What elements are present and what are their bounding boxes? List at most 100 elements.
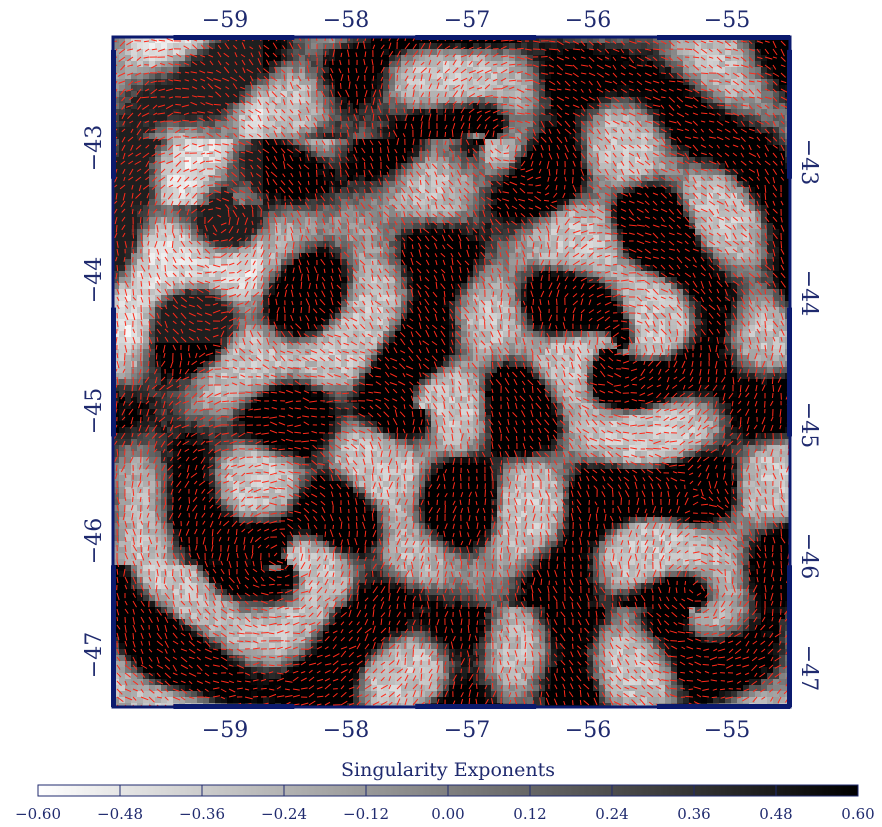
field-cell (335, 169, 342, 176)
field-cell (761, 61, 768, 68)
field-cell (275, 169, 282, 176)
field-cell (737, 253, 744, 260)
field-cell (263, 151, 270, 158)
field-cell (365, 163, 372, 170)
field-cell (413, 229, 420, 236)
field-cell (437, 205, 444, 212)
field-cell (599, 67, 606, 74)
field-cell (119, 73, 126, 80)
field-cell (455, 73, 462, 80)
field-cell (719, 181, 726, 188)
field-cell (203, 181, 210, 188)
field-cell (713, 37, 720, 44)
field-cell (731, 235, 738, 242)
field-cell (431, 169, 438, 176)
field-cell (293, 85, 300, 92)
field-cell (473, 187, 480, 194)
field-cell (179, 253, 186, 260)
field-cell (335, 229, 342, 236)
field-cell (461, 49, 468, 56)
field-cell (311, 151, 318, 158)
field-cell (209, 217, 216, 224)
field-cell (653, 259, 660, 266)
field-cell (239, 37, 246, 44)
field-cell (311, 265, 318, 272)
field-cell (443, 61, 450, 68)
field-cell (605, 289, 612, 296)
field-cell (149, 193, 156, 200)
field-cell (707, 91, 714, 98)
field-cell (551, 223, 558, 230)
field-cell (233, 163, 240, 170)
field-cell (245, 241, 252, 248)
field-cell (767, 37, 774, 44)
field-cell (641, 199, 648, 206)
field-cell (227, 151, 234, 158)
field-cell (203, 85, 210, 92)
field-cell (113, 139, 120, 146)
field-cell (197, 235, 204, 242)
field-cell (593, 181, 600, 188)
field-cell (587, 187, 594, 194)
field-cell (311, 115, 318, 122)
field-cell (245, 199, 252, 206)
field-cell (365, 223, 372, 230)
field-cell (401, 175, 408, 182)
field-cell (557, 67, 564, 74)
field-cell (203, 151, 210, 158)
field-cell (623, 259, 630, 266)
field-cell (155, 67, 162, 74)
field-cell (437, 193, 444, 200)
field-cell (743, 115, 750, 122)
field-cell (269, 229, 276, 236)
field-cell (539, 97, 546, 104)
field-cell (773, 205, 780, 212)
field-cell (593, 271, 600, 278)
field-cell (407, 205, 414, 212)
field-cell (299, 97, 306, 104)
field-cell (185, 139, 192, 146)
field-cell (545, 169, 552, 176)
field-cell (317, 139, 324, 146)
field-cell (551, 283, 558, 290)
field-cell (143, 271, 150, 278)
field-cell (179, 193, 186, 200)
field-cell (761, 55, 768, 62)
field-cell (257, 97, 264, 104)
field-cell (251, 127, 258, 134)
field-cell (125, 67, 132, 74)
field-cell (443, 115, 450, 122)
field-cell (563, 181, 570, 188)
field-cell (731, 169, 738, 176)
field-cell (725, 217, 732, 224)
field-cell (143, 145, 150, 152)
field-cell (491, 271, 498, 278)
field-cell (383, 55, 390, 62)
field-cell (575, 169, 582, 176)
field-cell (587, 61, 594, 68)
field-cell (293, 139, 300, 146)
field-cell (269, 181, 276, 188)
field-cell (161, 187, 168, 194)
field-cell (329, 67, 336, 74)
field-cell (707, 67, 714, 74)
field-cell (695, 73, 702, 80)
field-cell (671, 55, 678, 62)
field-cell (773, 211, 780, 218)
field-cell (509, 67, 516, 74)
field-cell (587, 205, 594, 212)
field-cell (551, 61, 558, 68)
field-cell (221, 205, 228, 212)
field-cell (659, 217, 666, 224)
field-cell (521, 283, 528, 290)
field-cell (173, 79, 180, 86)
field-cell (497, 49, 504, 56)
field-cell (677, 79, 684, 86)
field-cell (239, 247, 246, 254)
field-cell (323, 169, 330, 176)
field-cell (683, 193, 690, 200)
field-cell (725, 115, 732, 122)
field-cell (527, 187, 534, 194)
field-cell (293, 61, 300, 68)
field-cell (503, 187, 510, 194)
